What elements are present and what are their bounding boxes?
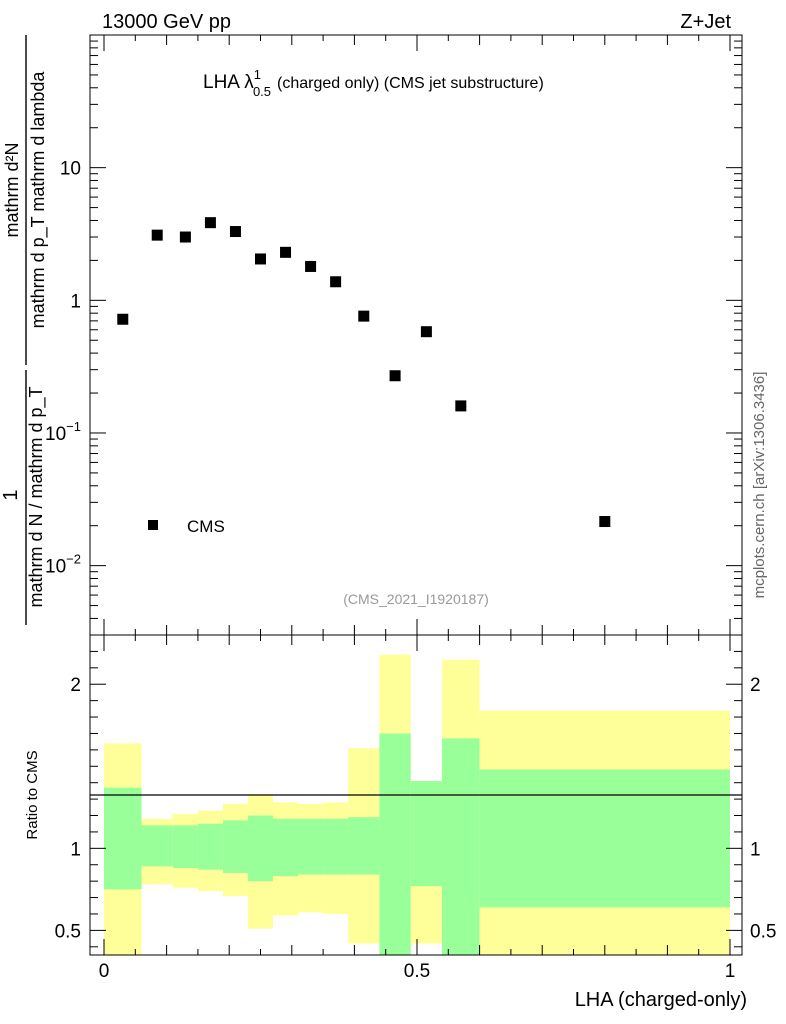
y-tick-label: 1 bbox=[70, 291, 81, 312]
data-point bbox=[280, 246, 292, 258]
ratio-y-tick-label-left: 0.5 bbox=[55, 921, 81, 942]
header-left: 13000 GeV pp bbox=[102, 11, 231, 33]
title-rest: (charged only) (CMS jet substructure) bbox=[277, 75, 544, 92]
data-point bbox=[455, 400, 467, 412]
data-points bbox=[117, 217, 611, 528]
y-axis-label: 1 mathrm d N / mathrm d p_T mathrm d²N m… bbox=[0, 35, 49, 625]
data-point bbox=[255, 253, 266, 265]
title-sub: 0.5 bbox=[253, 84, 271, 99]
y-label-top: mathrm d²N bbox=[2, 142, 22, 237]
x-tick-label: 1 bbox=[725, 961, 736, 982]
ratio-y-tick-label-left: 1 bbox=[70, 839, 81, 860]
ratio-band-inner bbox=[141, 825, 173, 867]
ratio-y-tick-label-right: 2 bbox=[750, 675, 761, 696]
ratio-band-inner bbox=[298, 818, 324, 875]
ratio-band-inner bbox=[410, 781, 443, 887]
y-label-bottom: mathrm d p_T mathrm d lambda bbox=[28, 71, 49, 329]
ratio-band-inner bbox=[222, 820, 248, 873]
y-label-prefix-den: mathrm d N / mathrm d p_T bbox=[26, 386, 47, 607]
data-point bbox=[305, 260, 317, 272]
ratio-ticks: 0.5 0.5 1 1 2 2 0 0.5 1 bbox=[55, 635, 776, 982]
ratio-y-tick-label-right: 1 bbox=[750, 839, 761, 860]
data-point bbox=[117, 313, 129, 325]
ratio-bands bbox=[104, 654, 730, 955]
legend-label: CMS bbox=[187, 517, 225, 536]
ratio-band-inner bbox=[273, 818, 299, 877]
data-point bbox=[420, 326, 432, 338]
main-ticks: 10 1 10−1 10−2 bbox=[45, 35, 742, 635]
ratio-y-tick-label-left: 2 bbox=[70, 675, 81, 696]
ratio-y-tick-label-right: 0.5 bbox=[750, 921, 776, 942]
ratio-band-inner bbox=[104, 787, 142, 890]
analysis-id: (CMS_2021_I1920187) bbox=[343, 591, 489, 607]
y-tick-label: 10 bbox=[60, 159, 81, 180]
x-axis-label: LHA (charged-only) bbox=[575, 989, 747, 1011]
data-point bbox=[389, 370, 401, 382]
data-point bbox=[229, 226, 241, 238]
ratio-frame bbox=[89, 634, 743, 956]
y-label-prefix-num: 1 bbox=[0, 489, 22, 500]
data-point bbox=[179, 231, 191, 243]
main-frame bbox=[89, 34, 743, 636]
ratio-band-inner bbox=[348, 817, 380, 875]
header-right: Z+Jet bbox=[680, 11, 731, 33]
data-point bbox=[358, 310, 370, 322]
ratio-band-inner bbox=[479, 769, 730, 908]
data-point bbox=[599, 516, 611, 528]
side-label: mcplots.cern.ch [arXiv:1306.3436] bbox=[751, 372, 768, 599]
x-tick-label: 0 bbox=[99, 961, 110, 982]
ratio-band-inner bbox=[197, 823, 223, 870]
ratio-band-inner bbox=[172, 825, 198, 869]
legend-marker bbox=[148, 520, 158, 530]
ratio-band-inner bbox=[323, 818, 349, 875]
ratio-band-inner bbox=[442, 738, 480, 955]
ratio-y-label: Ratio to CMS bbox=[24, 750, 41, 839]
y-tick-label: 10−1 bbox=[45, 419, 81, 445]
title-main: LHA λ bbox=[203, 72, 254, 93]
data-point bbox=[204, 217, 216, 229]
x-tick-label: 0.5 bbox=[404, 961, 430, 982]
title-sup: 1 bbox=[254, 67, 261, 82]
ratio-band-inner bbox=[379, 733, 411, 955]
data-point bbox=[330, 276, 342, 288]
plot-title: LHA λ1 0.5 (charged only) (CMS jet substru… bbox=[203, 67, 544, 99]
y-tick-label: 10−2 bbox=[45, 552, 81, 578]
ratio-band-inner bbox=[247, 815, 274, 882]
data-point bbox=[151, 229, 163, 241]
